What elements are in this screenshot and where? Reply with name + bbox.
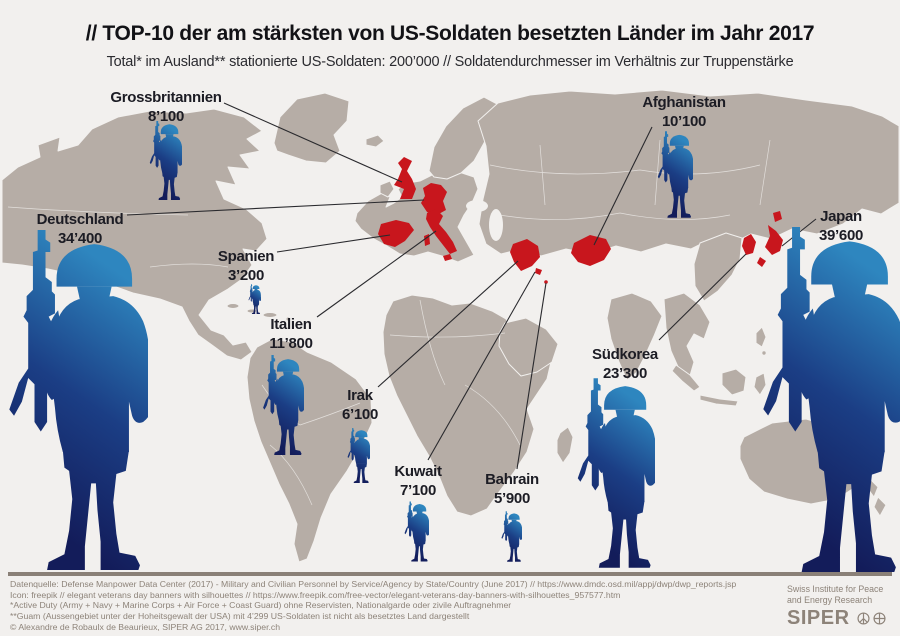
soldier-icon-deutschland xyxy=(9,230,148,570)
troop-count: 23’300 xyxy=(602,365,648,382)
troop-count: 3’200 xyxy=(227,267,265,284)
seas xyxy=(466,200,503,241)
country-shape-afghanistan xyxy=(571,235,611,266)
troop-count: 39’600 xyxy=(818,227,864,244)
soldier-icon-irak xyxy=(347,428,370,483)
energy-cross-icon xyxy=(872,612,886,625)
country-label-suedkorea: Südkorea 23’300 xyxy=(592,345,658,383)
siper-org-line1: Swiss Institute for Peace xyxy=(787,584,884,594)
country-shape-deutschland xyxy=(421,183,447,215)
troop-count: 34’400 xyxy=(57,230,103,247)
country-name: Afghanistan xyxy=(642,94,726,111)
footnote-copyright: © Alexandre de Robaulx de Beaurieux, SIP… xyxy=(10,621,281,632)
country-label-italien: Italien 11’800 xyxy=(269,315,313,353)
country-name: Deutschland xyxy=(36,211,124,228)
country-label-irak: Irak 6’100 xyxy=(342,386,378,424)
troop-count: 10’100 xyxy=(661,113,707,130)
country-name: Irak xyxy=(347,387,373,404)
siper-logo: Swiss Institute for Peace and Energy Res… xyxy=(787,584,897,630)
siper-wordmark: SIPER xyxy=(787,607,850,629)
page-title: // TOP-10 der am stärksten von US-Soldat… xyxy=(85,22,815,45)
country-label-spanien: Spanien 3’200 xyxy=(217,247,275,285)
footnote-active-duty: *Active Duty (Army + Navy + Marine Corps… xyxy=(10,600,512,611)
country-name: Spanien xyxy=(217,248,275,265)
troop-count: 8’100 xyxy=(147,108,185,125)
country-label-japan: Japan 39’600 xyxy=(819,207,863,245)
soldier-icon-bahrain xyxy=(501,511,522,562)
country-name: Kuwait xyxy=(394,463,442,480)
soldier-icon-japan xyxy=(763,227,900,572)
soldier-icon-afghanistan xyxy=(657,131,693,218)
troop-count: 11’800 xyxy=(269,335,313,352)
footer-divider xyxy=(8,572,892,576)
country-shape-suedkorea xyxy=(742,234,756,255)
country-shape-grossbritannien xyxy=(394,157,416,199)
soldier-icon-suedkorea xyxy=(577,378,655,568)
country-label-deutschland: Deutschland 34’400 xyxy=(37,210,124,248)
troop-count: 5’900 xyxy=(493,490,531,507)
soldier-icon-spanien xyxy=(248,284,261,314)
siper-org-line2: and Energy Research xyxy=(787,594,873,605)
soldier-icon-kuwait xyxy=(404,501,429,562)
country-name: Bahrain xyxy=(485,471,539,488)
highlighted-countries xyxy=(378,157,783,284)
troop-count: 6’100 xyxy=(341,406,379,423)
peace-icon xyxy=(856,612,870,625)
footnote-guam: **Guam (Aussengebiet unter der Hoheitsge… xyxy=(10,611,470,622)
country-label-bahrain: Bahrain 5’900 xyxy=(485,470,539,508)
country-shape-spanien xyxy=(378,220,414,247)
soldier-icon-italien xyxy=(263,355,304,455)
soldier-icon-grossbritannien xyxy=(149,121,182,200)
country-shape-kuwait xyxy=(535,268,542,275)
country-label-afghanistan: Afghanistan 10’100 xyxy=(642,93,726,131)
country-name: Grossbritannien xyxy=(110,89,222,106)
country-label-kuwait: Kuwait 7’100 xyxy=(394,462,442,500)
page-subtitle: Total* im Ausland** stationierte US-Sold… xyxy=(106,54,794,70)
country-shape-irak xyxy=(510,239,540,271)
country-label-grossbritannien: Grossbritannien 8’100 xyxy=(110,88,222,126)
country-name: Südkorea xyxy=(592,346,658,363)
country-shape-japan xyxy=(757,211,783,267)
country-shape-italien xyxy=(426,209,457,254)
country-shape-bahrain xyxy=(544,280,548,284)
country-name: Japan xyxy=(820,208,862,225)
footnotes: Datenquelle: Defense Manpower Data Cente… xyxy=(10,579,770,633)
country-name: Italien xyxy=(270,316,312,333)
connector-lines xyxy=(126,102,817,470)
troop-count: 7’100 xyxy=(399,482,437,499)
footnote-icon-credit: Icon: freepik // elegant veterans day ba… xyxy=(10,589,621,600)
footnote-datasource: Datenquelle: Defense Manpower Data Cente… xyxy=(10,579,737,589)
country-borders xyxy=(7,139,771,506)
